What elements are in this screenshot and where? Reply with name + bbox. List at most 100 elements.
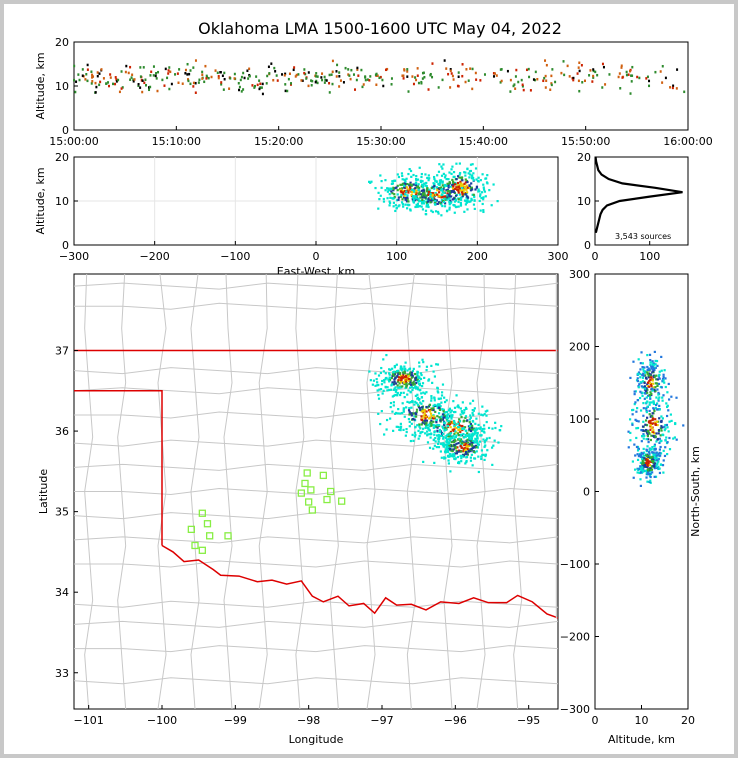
source-point [311,79,314,83]
source-point [428,425,431,428]
source-point [649,475,652,479]
source-point [639,453,643,456]
source-point [495,74,498,77]
source-point [91,80,94,83]
source-point [430,422,433,425]
source-point [649,363,652,366]
source-point [380,383,384,386]
source-point [380,409,383,413]
source-point [494,426,497,430]
source-point [399,183,402,186]
source-point [441,418,445,421]
source-point [481,173,484,176]
source-point [445,189,448,192]
source-point [631,65,634,69]
source-point [392,201,396,204]
source-point [648,413,651,416]
source-point [534,78,537,82]
source-point [406,183,409,186]
source-point [471,87,474,91]
source-point [654,359,657,363]
source-point [509,90,512,93]
source-point [394,376,397,379]
source-point [652,458,655,461]
source-point [192,66,195,69]
source-point [417,186,421,189]
source-point [652,451,655,454]
source-point [392,429,395,432]
source-point [433,415,436,418]
source-point [459,171,462,175]
source-point [448,195,451,198]
source-point [374,186,377,190]
source-point [403,184,406,187]
source-point [307,84,310,88]
source-point [198,78,201,82]
source-point [648,450,651,454]
source-point [455,186,458,189]
source-point [449,86,452,89]
source-point [407,191,410,194]
source-point [441,190,444,194]
source-point [450,440,453,444]
source-point [439,202,442,205]
source-point [421,407,424,410]
source-point [412,367,415,370]
source-point [650,426,653,429]
source-point [483,73,486,76]
source-point [459,434,463,437]
source-point [425,419,429,422]
county-line [74,536,558,544]
source-point [636,467,639,470]
source-point [630,74,633,77]
source-point [474,167,478,170]
source-point [534,70,537,74]
source-point [356,66,359,70]
source-point [481,202,484,206]
source-point [453,432,456,435]
source-point [633,403,636,406]
source-point [458,420,462,423]
source-point [635,436,638,440]
source-point [486,409,489,412]
source-point [636,458,640,462]
source-point [399,425,403,428]
source-point [456,181,460,185]
source-point [647,455,650,458]
source-point [453,443,456,447]
source-point [430,399,433,402]
source-point [631,422,634,425]
source-point [408,410,411,413]
source-point [447,413,450,416]
source-point [415,408,419,411]
source-point [648,353,652,356]
source-point [391,374,394,378]
source-point [467,79,470,82]
source-point [669,413,672,416]
source-point [397,379,400,382]
source-point [457,188,460,191]
source-point [400,367,403,370]
source-point [77,73,80,76]
source-point [382,197,385,201]
source-point [314,80,317,84]
source-point [384,378,387,381]
source-point [401,371,405,374]
source-point [164,67,167,71]
source-point [439,450,442,453]
source-point [320,76,323,79]
altitude-time-panel: 15:00:00 15:10:00 15:20:00 15:30:00 15:40:00… [34,36,713,148]
source-point [653,367,656,370]
source-point [426,176,429,180]
source-point [416,380,420,383]
source-point [640,465,643,468]
source-point [438,428,442,432]
source-point [618,72,621,75]
source-point [412,82,415,86]
county-line [443,274,453,709]
source-point [471,445,474,448]
source-point [463,210,466,213]
source-point [522,88,525,92]
source-point [443,205,447,208]
